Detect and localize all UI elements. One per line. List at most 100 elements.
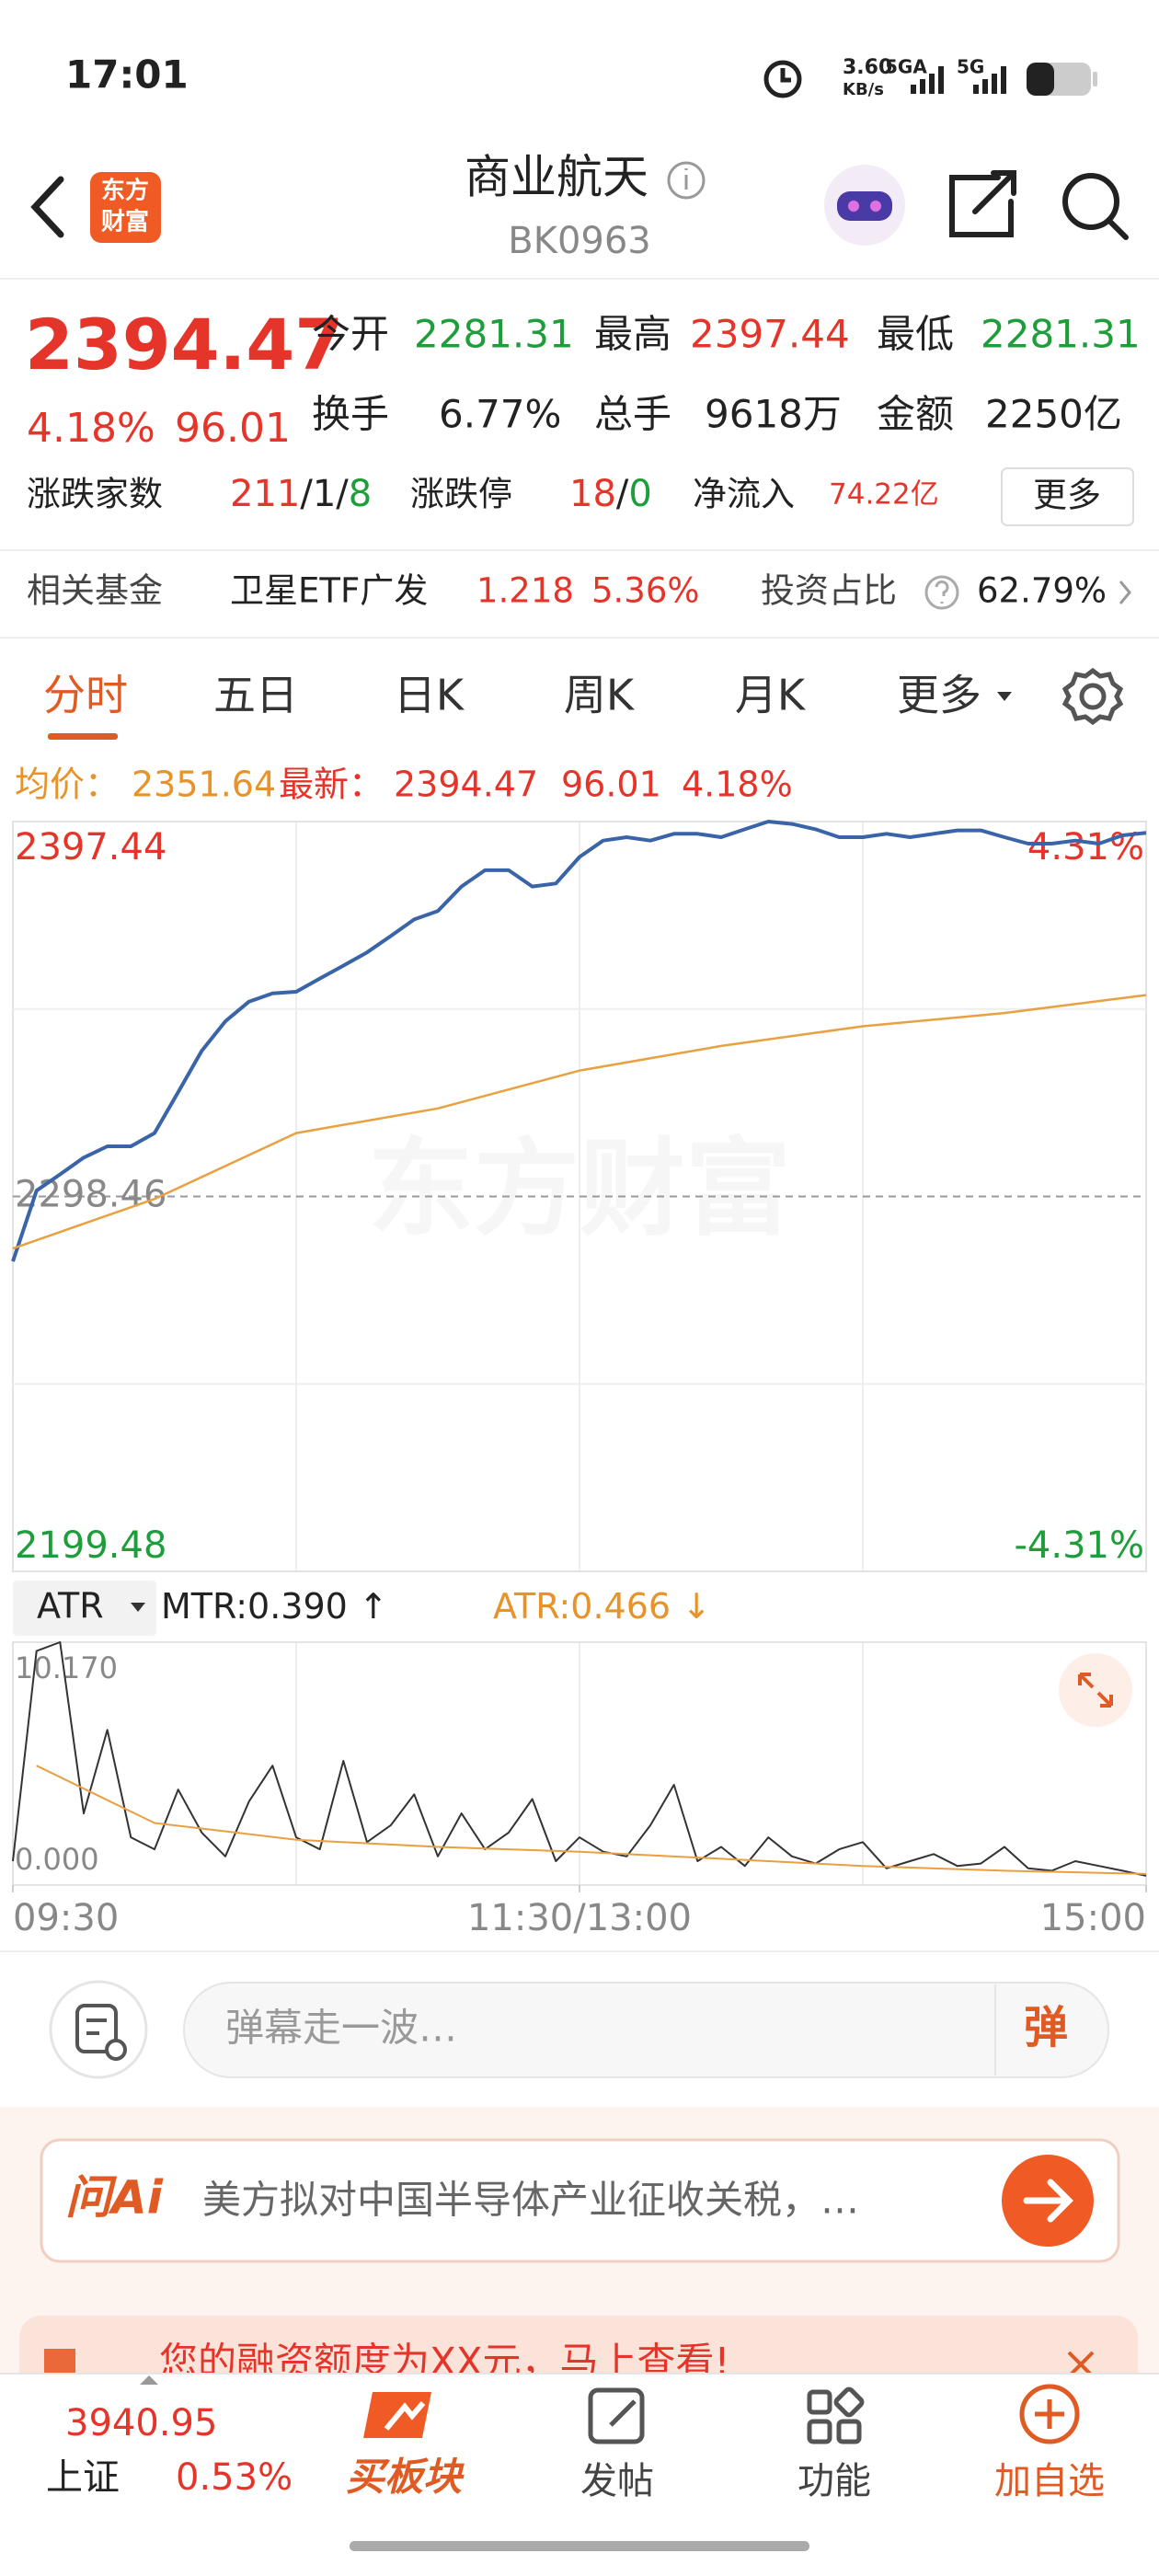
logo-text: 财富 xyxy=(101,208,149,236)
stat-label: 最低 xyxy=(877,312,954,357)
comment-placeholder[interactable]: 弹幕走一波… xyxy=(225,2006,457,2051)
back-button[interactable] xyxy=(30,176,64,238)
avg-value: 2351.64 xyxy=(132,765,276,805)
limit-up: 18 xyxy=(569,473,616,515)
add-watchlist-icon[interactable] xyxy=(1019,2384,1080,2444)
ask-ai-prompt[interactable]: 美方拟对中国半导体产业征收关税，… xyxy=(202,2178,859,2223)
signal-label: 5G xyxy=(957,56,984,78)
expand-button[interactable] xyxy=(1059,1653,1132,1727)
mtr-arrow: ↑ xyxy=(359,1586,388,1627)
alarm-icon xyxy=(763,60,802,98)
dropdown-arrow xyxy=(997,692,1012,701)
more-button-label[interactable]: 更多 xyxy=(1033,476,1101,515)
stat-label: 今开 xyxy=(312,312,389,357)
last-value: 2394.47 xyxy=(394,765,538,805)
indicator-name[interactable]: ATR xyxy=(37,1586,104,1627)
banner-close[interactable] xyxy=(1067,2351,1095,2376)
nav-item[interactable]: 功能 xyxy=(798,2460,871,2502)
stat-label: 换手 xyxy=(312,392,389,437)
weight-label: 投资占比 xyxy=(761,571,897,611)
intraday-chart: 2199.48 2298.46 2397.44 -4.31% 4.31% xyxy=(11,820,1147,1572)
stat-value: 9618万 xyxy=(705,392,842,437)
stat-value: 2281.31 xyxy=(981,312,1141,357)
assistant-avatar[interactable] xyxy=(824,165,905,246)
tab[interactable]: 周K xyxy=(564,671,636,720)
separator: / xyxy=(336,473,349,515)
index-value[interactable]: 3940.95 xyxy=(65,2402,217,2444)
flat-count: 1 xyxy=(313,473,336,515)
post-icon[interactable] xyxy=(588,2387,645,2444)
fund-label: 相关基金 xyxy=(27,571,163,611)
more-button[interactable] xyxy=(1001,467,1134,526)
atr-arrow: ↓ xyxy=(682,1586,711,1627)
inflow-value: 74.22亿 xyxy=(829,478,939,512)
net-speed: 3.60 xyxy=(843,56,892,79)
home-indicator xyxy=(350,2541,809,2551)
ask-ai-send[interactable] xyxy=(1002,2155,1094,2247)
tab-active[interactable]: 分时 xyxy=(43,671,128,720)
ask-ai-box[interactable] xyxy=(40,2138,1120,2263)
x-tick-label: 15:00 xyxy=(1040,1897,1146,1939)
buy-board-icon[interactable] xyxy=(363,2392,431,2438)
last-label: 最新： xyxy=(279,765,384,805)
net-unit: KB/s xyxy=(843,80,884,99)
share-button[interactable] xyxy=(949,170,1016,237)
nav-item[interactable]: 买板块 xyxy=(346,2455,465,2500)
comment-input[interactable] xyxy=(183,1982,1109,2078)
avg-label: 均价： xyxy=(15,765,120,805)
y-tick-label: 2199.48 xyxy=(15,1524,166,1567)
stat-label: 总手 xyxy=(594,392,671,437)
fund-price: 1.218 xyxy=(476,571,574,611)
mtr-value: MTR:0.390 ↑ xyxy=(161,1586,388,1627)
up-count: 211 xyxy=(230,473,300,515)
nav-item[interactable]: 发帖 xyxy=(580,2460,654,2502)
stat-value: 2250亿 xyxy=(985,392,1122,437)
stat-value: 2397.44 xyxy=(690,312,850,357)
tab[interactable]: 日K xyxy=(394,671,465,720)
separator: / xyxy=(616,473,629,515)
atr-chart: 0.000 10.170 09:30 11:30/13:00 15:00 xyxy=(12,1641,1147,1939)
banner-text[interactable]: 您的融资额度为XX元，马上查看! xyxy=(159,2340,729,2385)
nav-item[interactable]: 加自选 xyxy=(994,2460,1105,2502)
chevron[interactable] xyxy=(1119,581,1131,604)
stat-label: 最高 xyxy=(594,312,671,357)
tab[interactable]: 五日 xyxy=(213,671,298,720)
search-button[interactable] xyxy=(1062,173,1129,240)
weight-value: 62.79% xyxy=(977,571,1107,611)
index-name[interactable]: 上证 xyxy=(46,2456,120,2499)
series-line xyxy=(12,994,1147,1250)
indicator-selector[interactable] xyxy=(13,1581,156,1636)
signal-bars xyxy=(911,66,944,94)
y-tick-label: 10.170 xyxy=(15,1650,118,1685)
tab-indicator xyxy=(48,733,118,740)
stat-value: 6.77% xyxy=(439,392,561,437)
mtr-text: MTR:0.390 xyxy=(161,1586,348,1627)
stat-value: 2281.31 xyxy=(414,312,574,357)
function-icon[interactable] xyxy=(807,2386,865,2444)
stat-label: 金额 xyxy=(877,392,954,437)
help-icon[interactable] xyxy=(924,575,959,610)
index-pct[interactable]: 0.53% xyxy=(176,2456,293,2499)
y2-tick-label: 4.31% xyxy=(1027,826,1144,868)
series-line xyxy=(36,1765,1147,1875)
expand-arrow xyxy=(140,2375,158,2385)
dropdown-arrow xyxy=(131,1603,145,1612)
tab[interactable]: 月K xyxy=(735,671,807,720)
atr-text: ATR:0.466 xyxy=(493,1586,671,1627)
last-price: 2394.47 xyxy=(25,304,343,385)
y-tick-label: 2397.44 xyxy=(15,826,166,868)
battery xyxy=(1027,63,1097,96)
fund-change: 5.36% xyxy=(591,571,700,611)
limit-label: 涨跌停 xyxy=(410,475,512,514)
info-icon[interactable] xyxy=(667,161,706,200)
last-change: 96.01 xyxy=(561,765,661,805)
finance-banner[interactable] xyxy=(19,2316,1138,2417)
danmaku-settings[interactable] xyxy=(49,1980,148,2079)
settings-button[interactable] xyxy=(1061,667,1124,726)
series-line xyxy=(12,1641,1147,1877)
change: 96.01 xyxy=(175,405,291,452)
fund-name[interactable]: 卫星ETF广发 xyxy=(230,571,428,611)
tab[interactable]: 更多 xyxy=(897,671,981,720)
danmaku-button[interactable]: 弹 xyxy=(1024,2002,1068,2053)
